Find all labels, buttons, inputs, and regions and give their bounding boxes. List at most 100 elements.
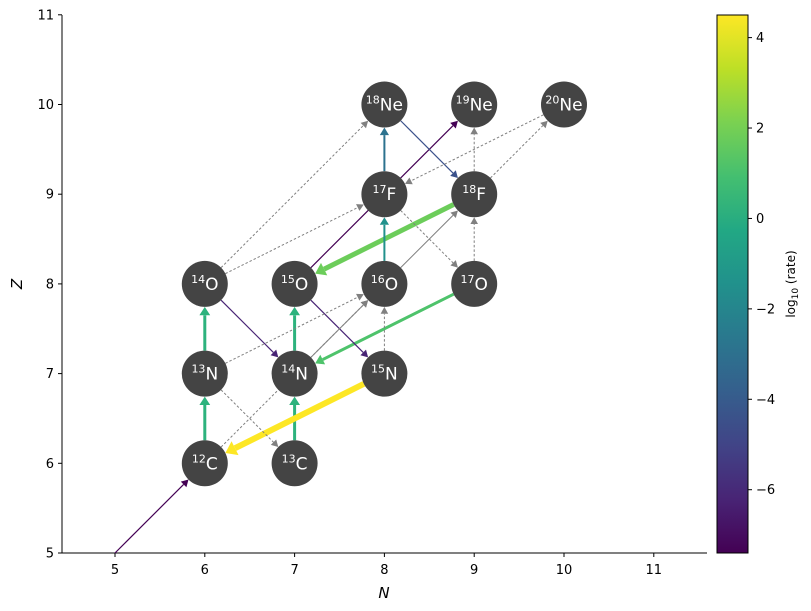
node-circle xyxy=(271,260,318,307)
node-circle xyxy=(271,440,318,487)
nuclide-label: 20Ne xyxy=(545,94,582,116)
node-circle xyxy=(361,81,408,128)
reaction-arrow xyxy=(315,292,455,365)
nuclide-node-ne18: 18Ne xyxy=(361,81,408,128)
arrowhead-icon xyxy=(315,354,326,365)
arrowhead-icon xyxy=(225,441,239,456)
reaction-arrow xyxy=(404,114,544,185)
node-circle xyxy=(271,350,318,397)
arrowhead-icon xyxy=(404,177,413,185)
colorbar-tick-label: −2 xyxy=(756,302,775,317)
colorbar-tick-label: 0 xyxy=(756,212,764,227)
arrowhead-icon xyxy=(356,293,364,301)
nuclide-node-f18: 18F xyxy=(451,171,498,218)
arrowhead-icon xyxy=(360,349,369,358)
reaction-arrow xyxy=(470,217,478,261)
arrowhead-icon xyxy=(379,127,389,136)
arrowhead-icon xyxy=(379,217,389,225)
nuclide-node-o16: 16O xyxy=(361,260,408,307)
nuclide-label: 13C xyxy=(282,452,308,474)
y-tick-label: 6 xyxy=(46,457,54,472)
arrowhead-icon xyxy=(450,120,458,129)
reaction-arrow xyxy=(225,293,364,364)
reaction-arrow xyxy=(310,299,369,358)
x-tick-label: 11 xyxy=(646,563,663,578)
x-tick-label: 6 xyxy=(201,563,209,578)
y-tick-label: 11 xyxy=(37,8,54,23)
nuclide-label: 18Ne xyxy=(366,94,403,116)
nuclide-label: 18F xyxy=(462,183,486,205)
nuclide-nodes: 12C 13C 13N 14N 15N 14O 15O 16O 17O 17F 18F 18Ne 19N… xyxy=(181,81,587,487)
reaction-arrow xyxy=(400,210,458,268)
reaction-arrow xyxy=(289,396,300,441)
nuclide-node-n13: 13N xyxy=(181,350,228,397)
reaction-arrow xyxy=(289,306,300,351)
nuclide-label: 13N xyxy=(191,363,218,385)
reaction-arrow xyxy=(220,120,369,268)
arrowhead-icon xyxy=(450,210,458,218)
arrowhead-icon xyxy=(470,217,478,224)
reaction-arrow xyxy=(199,306,211,351)
arrowhead-icon xyxy=(470,127,478,135)
arrowhead-icon xyxy=(315,262,328,276)
arrowhead-icon xyxy=(450,170,458,178)
arrowhead-icon xyxy=(270,439,279,448)
nuclide-label: 16O xyxy=(371,273,398,295)
x-tick-label: 8 xyxy=(380,563,388,578)
arrowhead-icon xyxy=(289,396,300,405)
reaction-arrow xyxy=(199,396,211,441)
colorbar-tick-label: 4 xyxy=(756,31,764,46)
reaction-arrow xyxy=(225,381,366,456)
axes: 5 6 7 8 9 10 11 5 6 7 8 9 10 11 N Z xyxy=(8,8,707,602)
node-circle xyxy=(541,81,587,128)
y-ticks: 5 6 7 8 9 10 11 xyxy=(37,8,62,562)
nuclide-label: 19Ne xyxy=(456,94,493,116)
arrowhead-icon xyxy=(450,260,458,268)
reaction-arrow xyxy=(380,306,389,351)
nuclide-node-f17: 17F xyxy=(361,171,408,218)
nuclide-node-c12: 12C xyxy=(181,440,228,487)
reaction-arrow xyxy=(315,202,455,276)
y-tick-label: 10 xyxy=(37,98,54,113)
colorbar-ticks: 4 2 0 −2 −4 −6 xyxy=(748,31,775,498)
node-circle xyxy=(181,260,228,307)
nuclide-node-o14: 14O xyxy=(181,260,228,307)
colorbar-label: log10 (rate) xyxy=(784,250,801,317)
colorbar-gradient xyxy=(716,14,749,554)
nuclide-node-ne20: 20Ne xyxy=(541,81,587,128)
y-tick-label: 5 xyxy=(46,547,54,562)
y-axis-label: Z xyxy=(8,278,26,290)
nuclide-label: 14O xyxy=(191,273,218,295)
nuclide-label: 15O xyxy=(281,273,308,295)
x-tick-label: 7 xyxy=(290,563,298,578)
y-tick-label: 8 xyxy=(46,277,54,292)
colorbar-tick-label: −4 xyxy=(756,393,775,408)
arrowhead-icon xyxy=(289,306,300,316)
reaction-arrow xyxy=(220,299,279,358)
colorbar: 4 2 0 −2 −4 −6 log10 (rate) xyxy=(716,14,801,554)
arrowhead-icon xyxy=(380,306,389,314)
arrowhead-icon xyxy=(356,204,364,211)
nuclide-label: 17F xyxy=(373,183,397,205)
colorbar-tick-label: 2 xyxy=(756,122,764,137)
nuclide-label: 15N xyxy=(371,363,398,385)
reaction-arrow xyxy=(225,204,364,275)
nuclide-node-o17: 17O xyxy=(451,260,498,307)
arrowhead-icon xyxy=(540,120,548,129)
nuclide-node-n15: 15N xyxy=(361,350,408,397)
node-circle xyxy=(361,260,408,307)
reaction-arrow xyxy=(490,120,548,179)
nuclide-node-c13: 13C xyxy=(271,440,318,487)
y-tick-label: 7 xyxy=(46,367,54,382)
arrowhead-icon xyxy=(199,306,211,316)
node-circle xyxy=(361,171,408,218)
nuclide-node-ne19: 19Ne xyxy=(451,81,498,128)
reaction-arrow xyxy=(470,127,478,172)
x-tick-label: 10 xyxy=(556,563,573,578)
nuclide-node-o15: 15O xyxy=(271,260,318,307)
reaction-arrow xyxy=(400,210,458,268)
x-axis-label: N xyxy=(378,584,389,602)
x-ticks: 5 6 7 8 9 10 11 xyxy=(111,553,662,578)
nuclide-node-n14: 14N xyxy=(271,350,318,397)
